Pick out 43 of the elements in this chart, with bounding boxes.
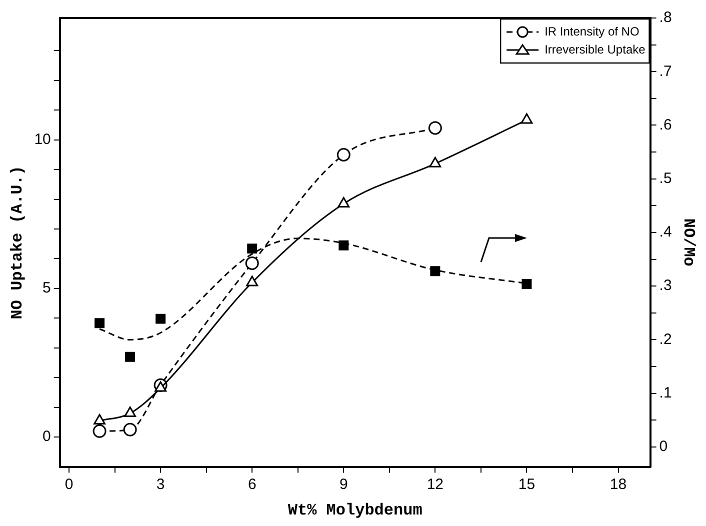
y-tick-label: 10 — [34, 131, 51, 148]
legend-label: Irreversible Uptake — [544, 42, 646, 56]
legend-label: IR Intensity of NO — [544, 24, 640, 38]
y2-tick-label: 0 — [659, 438, 668, 456]
point — [247, 244, 258, 254]
y2-tick-label: .8 — [659, 9, 672, 26]
y2-tick-label: .6 — [659, 116, 672, 134]
y2-tick-label: .2 — [659, 330, 672, 348]
x-tick-label: 3 — [156, 476, 165, 493]
point — [94, 318, 105, 328]
point — [336, 148, 350, 162]
x-tick-label: 6 — [248, 476, 256, 493]
y-tick-label: 5 — [42, 280, 51, 297]
x-axis-title: Wt% Molybdenum — [288, 501, 423, 520]
point — [92, 424, 106, 438]
point — [154, 381, 167, 392]
x-tick-label: 18 — [610, 476, 627, 493]
point — [94, 414, 106, 424]
point — [520, 113, 533, 124]
point — [428, 121, 442, 135]
point — [430, 266, 440, 276]
y2-tick-label: .3 — [659, 277, 672, 294]
point — [124, 406, 136, 418]
point — [338, 197, 350, 208]
y2-tick-label: .7 — [659, 62, 672, 80]
x-tick-label: 12 — [426, 476, 444, 493]
point — [429, 156, 442, 168]
x-tick-label: 0 — [64, 476, 74, 493]
point — [125, 352, 136, 362]
y2-tick-label: .1 — [659, 384, 672, 402]
y-tick-label: 0 — [42, 428, 51, 446]
y2-tick-label: .4 — [659, 224, 672, 241]
point — [156, 314, 166, 324]
point — [338, 240, 349, 250]
point — [522, 278, 532, 289]
y-axis-title: NO Uptake (A.U.) — [8, 166, 27, 320]
x-tick-label: 9 — [339, 476, 348, 493]
point — [123, 422, 137, 436]
point — [246, 276, 258, 286]
y2-axis-title: NO/Mo — [679, 218, 698, 266]
y2-tick-label: .5 — [659, 170, 672, 187]
point — [245, 256, 259, 270]
x-tick-label: 15 — [518, 476, 536, 493]
